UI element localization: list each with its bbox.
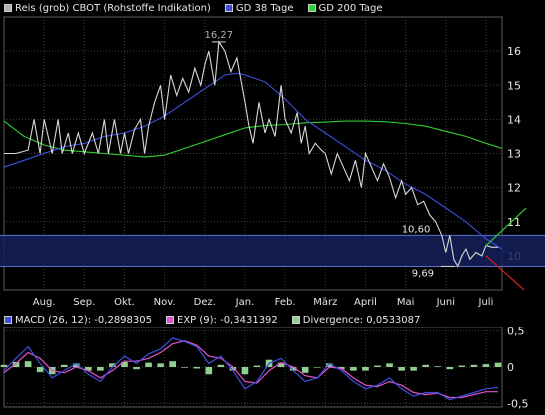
divergence-bar [169, 361, 176, 367]
gd200-line [3, 120, 503, 158]
divergence-bar [289, 367, 297, 371]
divergence-bar [60, 364, 68, 367]
divergence-bar [121, 361, 128, 367]
x-tick-label: Mai [397, 297, 415, 308]
gd200-swatch [307, 4, 316, 12]
legend-label-gd38: GD 38 Tage [235, 2, 294, 14]
x-tick-label: Jan. [235, 297, 255, 308]
divergence-bar [24, 361, 32, 367]
price-line [4, 40, 498, 268]
divergence-bar [0, 364, 8, 367]
trend-up-line [485, 207, 527, 247]
x-tick-label: Dez. [194, 297, 216, 308]
trend-down-line [485, 255, 525, 291]
divergence-bar [109, 363, 116, 367]
y-tick-label: 14 [507, 113, 521, 126]
divergence-bar [12, 361, 20, 367]
divergence-bar [145, 362, 152, 367]
divergence-bar [181, 367, 189, 368]
x-tick-label: April [354, 297, 377, 308]
price-band [0, 235, 545, 267]
divergence-bar [458, 365, 466, 367]
gd38-line [3, 72, 503, 250]
high-annotation: 16,27 [205, 30, 234, 41]
divergence-bar [229, 367, 237, 371]
legend-label-gd200: GD 200 Tage [318, 2, 383, 14]
macd-legend: MACD (26, 12): -0,2898305 EXP (9): -0,34… [0, 313, 430, 327]
band-upper-annotation: 10,60 [402, 224, 431, 235]
exp-swatch [166, 316, 174, 324]
y-tick-label: 12 [507, 182, 521, 195]
x-tick-label: Aug. [33, 297, 56, 308]
legend-item-gd200[interactable]: GD 200 Tage [304, 2, 383, 14]
macd-swatch [4, 316, 12, 324]
x-tick-label: Nov. [154, 297, 176, 308]
price-chart: 16151413121110Aug.Sep.Okt.Nov.Dez.Jan.Fe… [0, 16, 545, 308]
divergence-bar [85, 367, 92, 371]
divergence-bar [253, 365, 261, 367]
legend-label-macd: MACD (26, 12): -0,2898305 [15, 314, 152, 326]
divergence-bar [386, 363, 393, 367]
y-tick-label: 16 [507, 45, 521, 58]
legend-item-divergence[interactable]: Divergence: 0,0533087 [288, 314, 421, 326]
divergence-bar [193, 367, 201, 369]
legend-label-divergence: Divergence: 0,0533087 [302, 314, 421, 326]
divergence-bar [205, 367, 213, 375]
divergence-bar [374, 365, 381, 367]
divergence-bar [470, 364, 478, 367]
legend-item-price[interactable]: Reis (grob) CBOT (Rohstoffe Indikation) [0, 3, 211, 14]
divergence-bar [446, 367, 454, 370]
divergence-bar [494, 362, 502, 367]
y-tick-label: 13 [507, 148, 521, 161]
legend-label-exp: EXP (9): -0,3431392 [177, 314, 278, 326]
main-legend: Reis (grob) CBOT (Rohstoffe Indikation) … [0, 1, 392, 15]
divergence-bar [133, 367, 140, 370]
divergence-bar [217, 364, 225, 367]
x-tick-label: Feb. [275, 297, 296, 308]
divergence-bar [157, 363, 164, 367]
divergence-bar [434, 366, 442, 367]
low-annotation: 9,69 [412, 268, 434, 279]
legend-label-price: Reis (grob) CBOT (Rohstoffe Indikation) [15, 2, 211, 14]
divergence-bar [241, 367, 249, 375]
macd-chart: 0,5 0 -0,5 [0, 327, 528, 410]
y-tick-label: 15 [507, 79, 521, 92]
divergence-bar [313, 367, 321, 368]
price-swatch [4, 4, 12, 12]
divergence-bar [362, 367, 369, 371]
legend-item-gd38[interactable]: GD 38 Tage [221, 3, 294, 14]
macd-y-tick-label: 0,5 [507, 327, 525, 338]
legend-item-macd[interactable]: MACD (26, 12): -0,2898305 [0, 315, 152, 326]
divergence-bar [482, 364, 490, 367]
macd-line [3, 337, 499, 401]
divergence-bar [410, 367, 417, 371]
macd-y-tick-label: 0 [507, 361, 514, 374]
legend-item-exp[interactable]: EXP (9): -0,3431392 [162, 315, 278, 326]
y-tick-label: 11 [507, 216, 521, 229]
divergence-bar [325, 363, 333, 367]
divergence-bar [301, 367, 309, 373]
exp-line [3, 340, 498, 399]
divergence-bar [422, 364, 430, 367]
gd38-swatch [224, 4, 233, 12]
divergence-bar [72, 363, 80, 367]
x-tick-label: Juni [436, 297, 455, 308]
divergence-bar [398, 367, 405, 371]
divergence-bar [97, 367, 104, 371]
x-tick-label: März [313, 297, 337, 308]
macd-y-tick-label: -0,5 [507, 397, 528, 410]
divergence-bar [277, 362, 285, 367]
divergence-bar [36, 367, 44, 373]
x-tick-label: Sep. [73, 297, 95, 308]
divergence-swatch [291, 316, 300, 324]
divergence-bar [350, 367, 357, 371]
x-tick-label: Juli [478, 297, 494, 308]
x-tick-label: Okt. [114, 297, 135, 308]
